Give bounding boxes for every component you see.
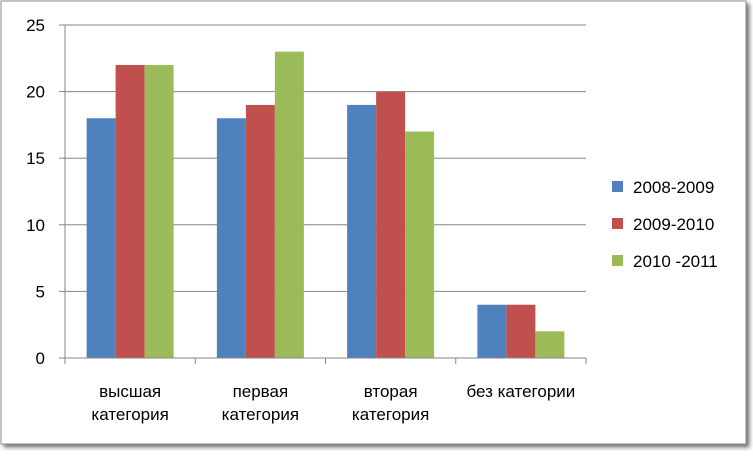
- x-category-label: первая: [233, 382, 289, 401]
- legend: 2008-2009 2009-2010 2010 -2011: [612, 178, 718, 271]
- bar-2009-2010-cat1: [245, 104, 275, 358]
- bar-2010-2011-cat2: [405, 131, 435, 358]
- legend-label: 2009-2010: [633, 215, 714, 234]
- x-category-label: категория: [222, 405, 299, 424]
- y-tick-label: 15: [26, 149, 45, 168]
- legend-label: 2008-2009: [633, 178, 714, 197]
- bar-2009-2010-cat2: [376, 91, 406, 358]
- legend-label: 2010 -2011: [633, 252, 718, 271]
- bar-2009-2010-cat3: [506, 304, 536, 358]
- bar-2009-2010-cat0: [115, 64, 145, 359]
- x-category-label: категория: [352, 405, 429, 424]
- bar-2010-2011-cat0: [144, 64, 174, 359]
- bar-2008-2009-cat2: [347, 104, 377, 358]
- x-category-label: категория: [91, 405, 168, 424]
- y-tick-label: 10: [26, 216, 45, 235]
- axes: 0 5 10 15 20 25 высшая категория первая категория…: [26, 16, 587, 424]
- y-tick-label: 25: [26, 16, 45, 35]
- y-tick-label: 20: [26, 83, 45, 102]
- bar-2010-2011-cat1: [274, 51, 304, 358]
- bars: [86, 51, 565, 359]
- bar-2008-2009-cat3: [477, 304, 507, 358]
- legend-swatch: [612, 218, 623, 229]
- y-tick-label: 0: [36, 349, 45, 368]
- y-tick-label: 5: [36, 282, 45, 301]
- x-category-label: без категории: [466, 382, 575, 401]
- x-category-label: вторая: [364, 382, 418, 401]
- bar-2008-2009-cat1: [216, 118, 246, 359]
- x-category-label: высшая: [99, 382, 161, 401]
- legend-swatch: [612, 255, 623, 266]
- bar-2008-2009-cat0: [86, 118, 116, 359]
- bar-2010-2011-cat3: [535, 331, 565, 358]
- legend-swatch: [612, 181, 623, 192]
